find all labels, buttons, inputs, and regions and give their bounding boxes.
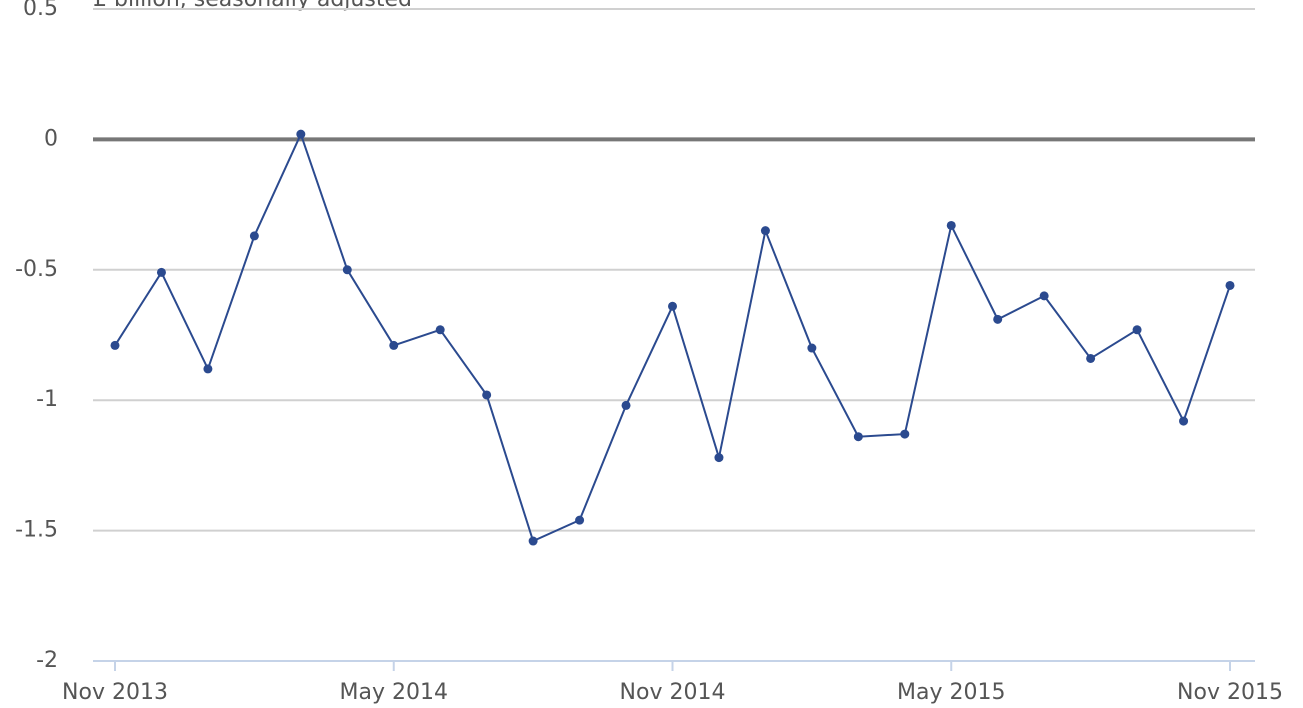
data-point — [1225, 280, 1235, 290]
data-point — [1179, 416, 1189, 426]
data-point — [853, 432, 863, 442]
data-point — [621, 400, 631, 410]
data-point — [203, 364, 213, 374]
data-point — [807, 343, 817, 353]
data-point — [714, 453, 724, 463]
data-point — [1086, 353, 1096, 363]
data-point — [435, 325, 445, 335]
series-line — [114, 131, 1231, 543]
x-tick-label: May 2014 — [340, 680, 448, 705]
data-point — [156, 267, 166, 277]
x-tick-label: Nov 2013 — [62, 680, 168, 705]
data-point — [575, 515, 585, 525]
data-point — [946, 220, 956, 230]
data-point — [900, 429, 910, 439]
y-tick-label: 0 — [44, 126, 58, 151]
chart-subtitle: £ billion, seasonally adjusted — [93, 0, 412, 12]
data-point — [1132, 325, 1142, 335]
x-tick-label: Nov 2015 — [1177, 680, 1283, 705]
y-tick-label: 0.5 — [23, 0, 58, 21]
y-tick-label: -0.5 — [15, 257, 58, 282]
data-point — [296, 129, 306, 139]
data-point — [993, 314, 1003, 324]
y-tick-label: -2 — [36, 648, 58, 673]
y-tick-label: -1.5 — [15, 518, 58, 543]
data-point — [482, 390, 492, 400]
data-point — [110, 340, 120, 350]
data-point — [668, 301, 677, 311]
y-tick-label: -1 — [36, 387, 58, 412]
data-point — [342, 265, 352, 275]
data-point — [389, 340, 399, 350]
data-point — [528, 536, 538, 546]
data-point — [760, 226, 770, 236]
x-tick-label: May 2015 — [897, 680, 1005, 705]
x-tick-label: Nov 2014 — [620, 680, 726, 705]
data-point — [1039, 291, 1049, 301]
data-point — [249, 231, 259, 241]
